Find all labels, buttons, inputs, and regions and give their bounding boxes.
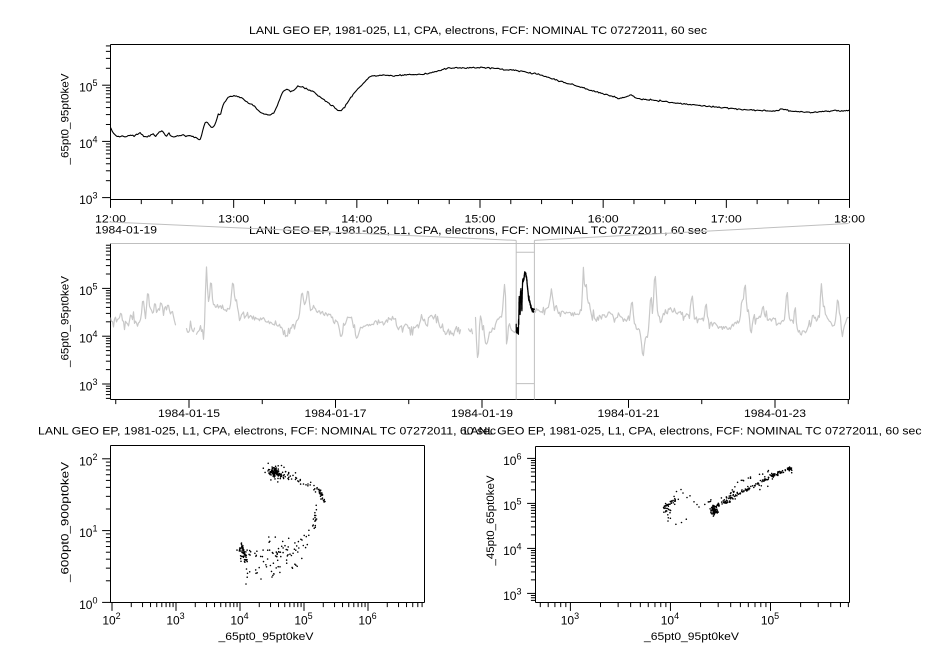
svg-text:_65pt0_95pt0keV: _65pt0_95pt0keV	[60, 73, 72, 166]
svg-text:14:00: 14:00	[341, 214, 372, 226]
svg-text:18:00: 18:00	[834, 214, 865, 226]
svg-text:13:00: 13:00	[218, 214, 249, 226]
svg-text:_65pt0_95pt0keV: _65pt0_95pt0keV	[60, 275, 72, 368]
svg-text:17:00: 17:00	[711, 214, 742, 226]
svg-text:LANL GEO EP, 1981-025, L1, CPA: LANL GEO EP, 1981-025, L1, CPA, electron…	[464, 426, 923, 438]
svg-text:16:00: 16:00	[588, 214, 619, 226]
svg-text:1984-01-19: 1984-01-19	[95, 225, 157, 237]
svg-text:_65pt0_95pt0keV: _65pt0_95pt0keV	[217, 631, 314, 643]
svg-text:_45pt0_65pt0keV: _45pt0_65pt0keV	[485, 475, 497, 567]
svg-text:1984-01-19: 1984-01-19	[451, 408, 513, 420]
svg-text:1984-01-17: 1984-01-17	[305, 408, 367, 420]
svg-text:_600pt0_900pt0keV: _600pt0_900pt0keV	[60, 461, 72, 583]
svg-text:1984-01-23: 1984-01-23	[744, 408, 806, 420]
svg-text:LANL GEO EP, 1981-025, L1, CPA: LANL GEO EP, 1981-025, L1, CPA, electron…	[249, 25, 708, 37]
svg-text:1984-01-21: 1984-01-21	[598, 408, 660, 420]
svg-text:LANL GEO EP, 1981-025, L1, CPA: LANL GEO EP, 1981-025, L1, CPA, electron…	[38, 426, 497, 438]
svg-text:_65pt0_95pt0keV: _65pt0_95pt0keV	[643, 631, 740, 643]
svg-text:LANL GEO EP, 1981-025, L1, CPA: LANL GEO EP, 1981-025, L1, CPA, electron…	[249, 225, 708, 237]
svg-text:15:00: 15:00	[465, 214, 496, 226]
svg-text:1984-01-15: 1984-01-15	[158, 408, 220, 420]
